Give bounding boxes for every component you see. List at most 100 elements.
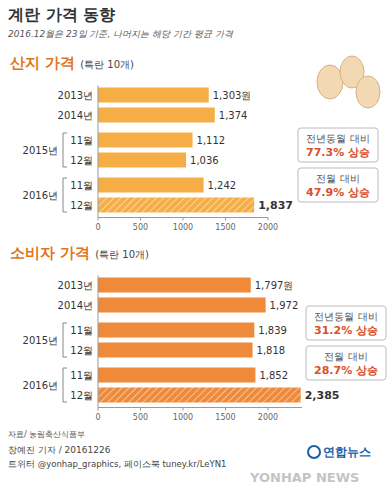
chart-panel: 소비자 가격 (특란 10개) 1,797원 1,972 1,839 1,818 1,852… (10, 244, 386, 422)
annotation-box (298, 128, 378, 162)
annotation-change: 47.9% 상승 (306, 186, 370, 199)
panel-subtitle: (특란 10개) (80, 59, 134, 70)
category-label: 2013년 (58, 280, 93, 291)
social: 트위터 @yonhap_graphics, 페이스북 tuney.kr/LeYN… (8, 459, 226, 469)
annotation-box (306, 346, 386, 380)
data-label: 1,242 (208, 180, 237, 191)
tick (140, 408, 141, 411)
annotation-box (298, 168, 378, 202)
tick-label: 1000 (173, 223, 193, 232)
tick-label: 0 (95, 413, 100, 422)
group-bracket (63, 368, 67, 402)
background (0, 0, 391, 488)
annotation-label: 전월 대비 (316, 173, 359, 184)
bar (98, 343, 253, 358)
tick (140, 218, 141, 221)
annotation-label: 전년동월 대비 (306, 133, 369, 144)
data-label: 1,112 (197, 135, 226, 146)
category-label: 12월 (70, 390, 93, 401)
annotation-change: 28.7% 상승 (314, 364, 378, 377)
panel-subtitle: (특란 10개) (95, 249, 149, 260)
tick (225, 218, 226, 221)
tick-label: 0 (95, 223, 100, 232)
category-label: 11월 (70, 325, 93, 336)
bar (98, 368, 255, 383)
y-axis (98, 276, 99, 408)
category-label: 11월 (70, 180, 93, 191)
tick (183, 408, 184, 411)
category-label: 2013년 (58, 90, 93, 101)
tick-label: 2000 (258, 223, 278, 232)
tick (268, 218, 269, 221)
subtitle: 2016.12월은 23일 기준, 나머지는 해당 기간 평균 가격 (8, 29, 234, 39)
bar (98, 323, 254, 338)
data-label: 1,303원 (213, 90, 252, 101)
tick-label: 500 (133, 223, 148, 232)
data-label: 1,972 (270, 300, 299, 311)
group-label: 2016년 (23, 380, 58, 391)
egg (356, 76, 380, 108)
tick (98, 408, 99, 411)
data-label: 1,374 (219, 110, 248, 121)
group-bracket (63, 133, 67, 167)
annotation-label: 전월 대비 (324, 351, 367, 362)
tick (183, 218, 184, 221)
bar (98, 153, 186, 168)
tick-label: 2000 (258, 413, 278, 422)
tick-label: 1500 (215, 413, 235, 422)
source: 자료/ 농림축산식품부 (8, 430, 85, 439)
bar (98, 178, 204, 193)
x-axis (98, 407, 302, 408)
bar (98, 298, 266, 313)
bar (98, 108, 215, 123)
chart-panel: 산지 가격 (특란 10개) 1,303원 1,374 1,112 1,036 1,242 1… (10, 54, 378, 232)
category-label: 11월 (70, 135, 93, 146)
category-label: 2014년 (58, 300, 93, 311)
tick (225, 408, 226, 411)
page: 계란 가격 동향 2016.12월은 23일 기준, 나머지는 해당 기간 평균 … (0, 0, 391, 488)
category-label: 12월 (70, 345, 93, 356)
logo: 연합뉴스 (323, 445, 371, 459)
data-label: 2,385 (305, 389, 340, 402)
credit: 장예진 기자 / 20161226 (8, 445, 111, 455)
panel-title: 산지 가격 (10, 54, 75, 72)
tick-label: 500 (133, 413, 148, 422)
bar (98, 198, 254, 213)
group-label: 2015년 (23, 335, 58, 346)
group-label: 2016년 (23, 190, 58, 201)
tick-label: 1000 (173, 413, 193, 422)
eggs-illustration (317, 56, 380, 108)
bars (98, 88, 254, 213)
data-label: 1,036 (190, 155, 219, 166)
bar (98, 133, 193, 148)
group-bracket (63, 323, 67, 357)
bars (98, 278, 301, 403)
logo-mark (308, 446, 320, 458)
panel-title: 소비자 가격 (10, 244, 90, 262)
category-label: 12월 (70, 200, 93, 211)
bar (98, 278, 251, 293)
group-label: 2015년 (23, 145, 58, 156)
tick-label: 1500 (215, 223, 235, 232)
title: 계란 가격 동향 (8, 5, 115, 24)
data-label: 1,818 (257, 345, 286, 356)
data-label: 1,839 (258, 325, 287, 336)
tick (98, 218, 99, 221)
watermark: YONHAP NEWS (249, 470, 359, 485)
y-axis (98, 86, 99, 218)
category-label: 11월 (70, 370, 93, 381)
data-label: 1,837 (258, 199, 293, 212)
category-label: 12월 (70, 155, 93, 166)
tick (268, 408, 269, 411)
data-label: 1,797원 (255, 280, 294, 291)
annotation-change: 31.2% 상승 (314, 324, 378, 337)
bar (98, 388, 301, 403)
egg (317, 65, 343, 99)
data-label: 1,852 (259, 370, 288, 381)
group-bracket (63, 178, 67, 212)
annotation-box (306, 306, 386, 340)
annotation-label: 전년동월 대비 (314, 311, 377, 322)
category-label: 2014년 (58, 110, 93, 121)
bar (98, 88, 209, 103)
annotation-change: 77.3% 상승 (306, 146, 370, 159)
